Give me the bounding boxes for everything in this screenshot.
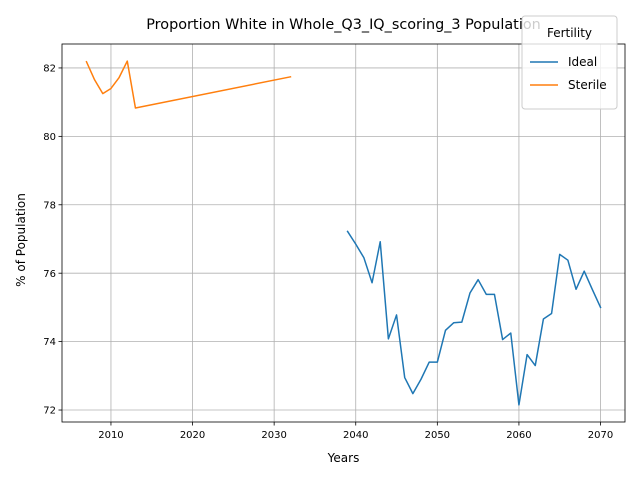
grid (62, 44, 625, 422)
series-line-ideal (346, 230, 602, 406)
x-axis-label: Years (327, 451, 360, 465)
x-tick-label: 2020 (180, 430, 205, 441)
y-tick-label: 72 (43, 406, 56, 417)
x-tick-label: 2060 (506, 430, 531, 441)
y-tick-label: 82 (43, 64, 56, 75)
legend-label-ideal: Ideal (568, 55, 597, 69)
y-tick-label: 80 (43, 132, 56, 143)
chart-title: Proportion White in Whole_Q3_IQ_scoring_… (146, 17, 541, 33)
x-tick-label: 2040 (343, 430, 368, 441)
series-layer (85, 60, 602, 406)
legend-label-sterile: Sterile (568, 78, 607, 92)
x-tick-label: 2050 (425, 430, 450, 441)
x-tick-label: 2070 (588, 430, 613, 441)
axis-ticks: 2010 2020 2030 2040 2050 2060 2070 72 74 76 78 80 82 (43, 64, 613, 441)
y-tick-label: 74 (43, 337, 56, 348)
y-axis-label: % of Population (14, 193, 28, 287)
plot-frame (61, 43, 626, 423)
x-tick-label: 2030 (261, 430, 286, 441)
legend-entries: Ideal Sterile (530, 55, 607, 92)
y-tick-label: 78 (43, 200, 56, 211)
legend: Fertility Ideal Sterile (521, 15, 618, 110)
y-tick-label: 76 (43, 269, 56, 280)
legend-title: Fertility (547, 26, 592, 40)
series-line-sterile (85, 60, 292, 109)
x-tick-label: 2010 (98, 430, 123, 441)
